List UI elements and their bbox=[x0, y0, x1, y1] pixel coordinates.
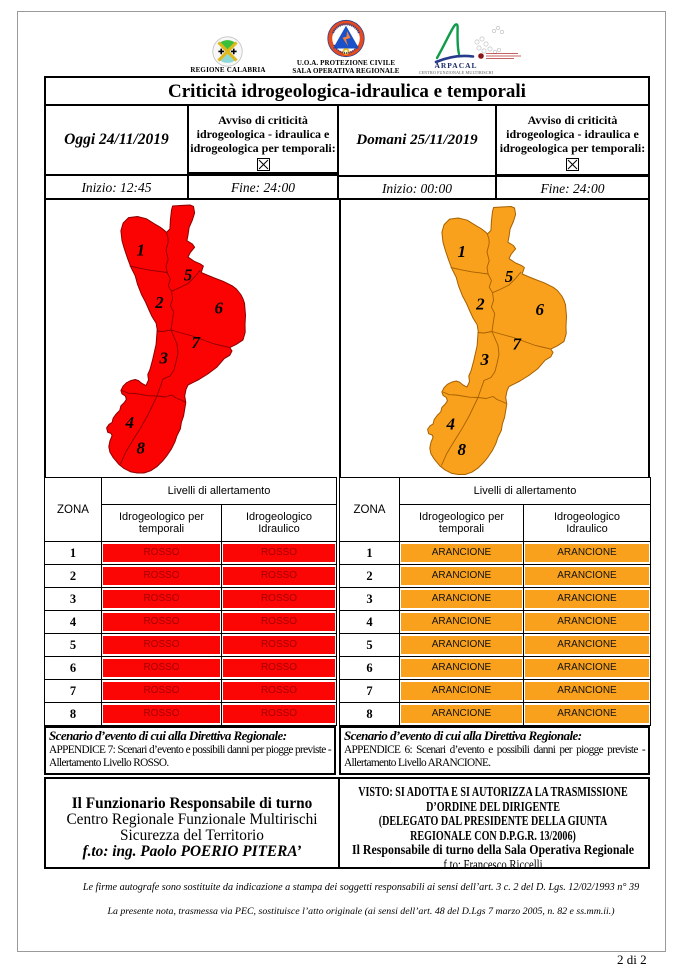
svg-text:5: 5 bbox=[505, 267, 514, 286]
svg-text:6: 6 bbox=[215, 299, 224, 318]
svg-text:1: 1 bbox=[457, 242, 466, 261]
svg-text:8: 8 bbox=[457, 440, 466, 459]
svg-text:5: 5 bbox=[184, 266, 193, 285]
svg-text:3: 3 bbox=[159, 348, 169, 367]
svg-text:3: 3 bbox=[480, 350, 490, 369]
svg-text:2: 2 bbox=[154, 293, 164, 312]
svg-text:7: 7 bbox=[191, 333, 201, 352]
svg-text:1: 1 bbox=[136, 240, 145, 259]
svg-text:7: 7 bbox=[512, 334, 522, 353]
svg-text:4: 4 bbox=[445, 415, 455, 434]
svg-text:4: 4 bbox=[124, 413, 134, 432]
svg-text:8: 8 bbox=[136, 439, 145, 458]
svg-text:6: 6 bbox=[536, 300, 545, 319]
svg-text:2: 2 bbox=[475, 295, 485, 314]
